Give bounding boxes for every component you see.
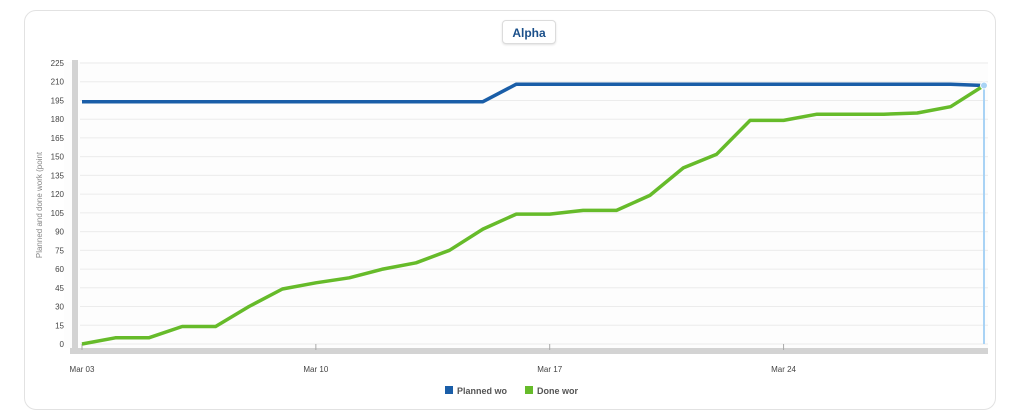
y-tick-label: 195 [51,96,65,105]
series-lines [81,81,988,346]
x-tick-label: Mar 10 [303,365,328,374]
y-axis-ticks: 0 15 30 45 60 75 90 105 120 135 150 165 180 195 210 225 [51,59,65,349]
x-tick-label: Mar 24 [771,365,796,374]
y-tick-label: 105 [51,209,65,218]
y-scrollbar[interactable] [72,60,78,350]
hover-point[interactable] [980,81,988,90]
y-tick-label: 225 [51,59,65,68]
x-tick-label: Mar 17 [537,365,562,374]
gridlines [80,62,988,345]
y-tick-label: 210 [51,78,65,87]
chart-title: Alpha [502,20,556,44]
y-tick-label: 135 [51,171,65,180]
y-tick-label: 30 [55,303,64,312]
x-tick-label: Mar 03 [70,365,95,374]
y-tick-label: 150 [51,153,65,162]
legend-label-planned[interactable]: Planned wo [457,386,508,396]
legend-swatch-done [525,386,533,394]
y-tick-label: 0 [60,340,65,349]
series-line-done[interactable] [81,84,985,346]
y-tick-label: 180 [51,115,65,124]
legend[interactable]: Planned wo Done wor [445,386,578,396]
series-line-planned[interactable] [82,82,985,104]
legend-label-done[interactable]: Done wor [537,386,578,396]
plot-background [64,62,988,348]
y-axis-title: Planned and done work (point [35,151,44,258]
legend-swatch-planned [445,386,453,394]
y-tick-label: 60 [55,265,64,274]
y-tick-label: 165 [51,134,65,143]
x-scrollbar[interactable] [70,348,988,354]
y-tick-label: 120 [51,190,65,199]
y-tick-label: 45 [55,284,64,293]
x-axis-ticks: Mar 03 Mar 10 Mar 17 Mar 24 [70,344,797,374]
y-tick-label: 15 [55,321,64,330]
y-tick-label: 90 [55,228,64,237]
y-tick-label: 75 [55,246,64,255]
